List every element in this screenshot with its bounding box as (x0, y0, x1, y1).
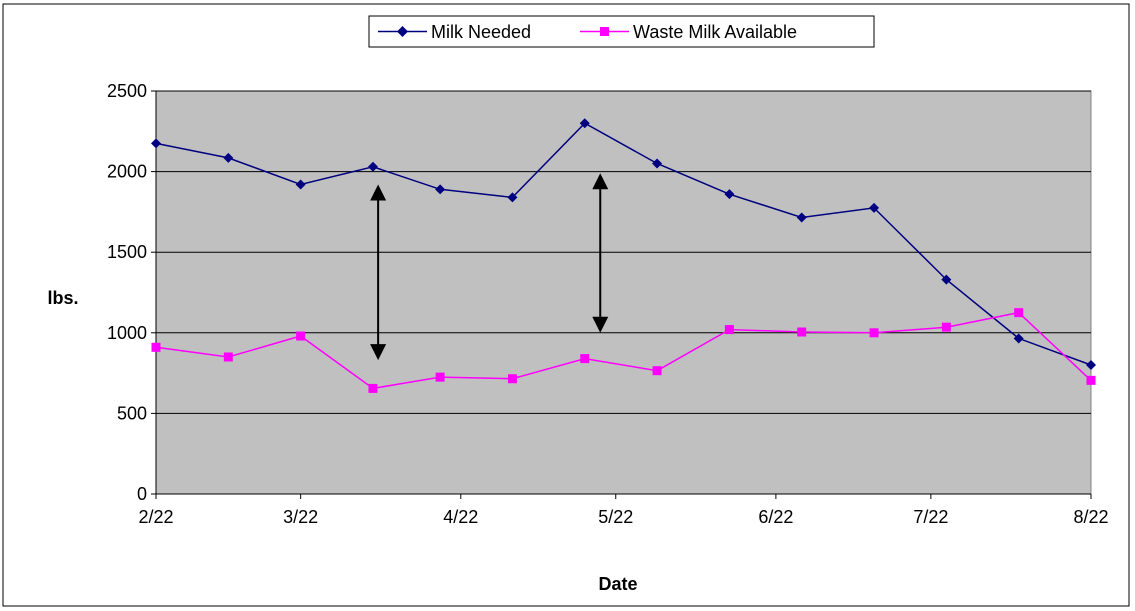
x-tick-label-5: 7/22 (913, 507, 948, 527)
point-waste-milk-available-8 (724, 325, 734, 335)
x-tick-label-6: 8/22 (1073, 507, 1108, 527)
legend-marker-waste-milk-available (600, 27, 609, 36)
point-milk-needed-0 (151, 138, 161, 149)
y-tick-label-2500: 2500 (107, 81, 147, 101)
series-line-waste-milk-available (155, 311, 1092, 390)
x-tick-label-4: 6/22 (758, 507, 793, 527)
legend-marker-milk-needed (397, 26, 408, 37)
annotation-layer (370, 173, 609, 361)
point-milk-needed-2 (295, 179, 306, 190)
point-milk-needed-12 (1013, 333, 1024, 344)
point-waste-milk-available-12 (1014, 308, 1024, 318)
point-milk-needed-7 (652, 158, 663, 169)
series-layer (151, 118, 1096, 393)
point-milk-needed-3 (367, 161, 378, 172)
point-waste-milk-available-13 (1086, 375, 1096, 385)
series-milk-needed (151, 118, 1096, 371)
y-tick-label-1500: 1500 (107, 242, 147, 262)
point-waste-milk-available-2 (296, 331, 306, 341)
point-waste-milk-available-7 (652, 366, 662, 376)
x-tick-label-3: 5/22 (598, 507, 633, 527)
point-milk-needed-5 (507, 192, 518, 203)
point-waste-milk-available-6 (580, 354, 590, 364)
point-waste-milk-available-3 (368, 383, 378, 393)
y-axis-title: lbs. (47, 288, 78, 308)
y-tick-label-1000: 1000 (107, 323, 147, 343)
point-waste-milk-available-9 (797, 327, 807, 337)
point-milk-needed-13 (1086, 360, 1096, 371)
point-waste-milk-available-5 (507, 374, 517, 384)
point-milk-needed-11 (941, 274, 952, 285)
series-waste-milk-available (151, 308, 1096, 393)
plot-area (155, 90, 1092, 495)
y-axis: 0 500 1000 1500 2000 2500 (107, 81, 157, 504)
series-line-milk-needed (155, 122, 1092, 366)
legend-label-milk-needed: Milk Needed (431, 22, 531, 42)
x-axis-title: Date (598, 574, 637, 594)
point-milk-needed-10 (869, 202, 880, 213)
point-milk-needed-8 (724, 189, 735, 200)
point-milk-needed-9 (796, 212, 807, 223)
y-tick-label-2000: 2000 (107, 162, 147, 182)
point-waste-milk-available-1 (223, 352, 233, 362)
y-tick-label-500: 500 (117, 403, 147, 423)
point-waste-milk-available-4 (435, 372, 445, 382)
y-tick-label-0: 0 (137, 484, 147, 504)
legend-label-waste-milk-available: Waste Milk Available (633, 22, 797, 42)
x-tick-label-0: 2/22 (138, 507, 173, 527)
point-milk-needed-6 (579, 118, 590, 129)
point-milk-needed-1 (223, 152, 234, 163)
x-tick-label-2: 4/22 (443, 507, 478, 527)
legend: Milk Needed Waste Milk Available (368, 15, 875, 48)
point-waste-milk-available-11 (941, 322, 951, 332)
point-waste-milk-available-10 (869, 328, 879, 338)
x-tick-label-1: 3/22 (283, 507, 318, 527)
x-axis: 2/22 3/22 4/22 5/22 6/22 7/22 8/22 (138, 493, 1109, 527)
point-milk-needed-4 (435, 184, 446, 195)
gridlines (156, 90, 1091, 414)
point-waste-milk-available-0 (151, 342, 161, 352)
